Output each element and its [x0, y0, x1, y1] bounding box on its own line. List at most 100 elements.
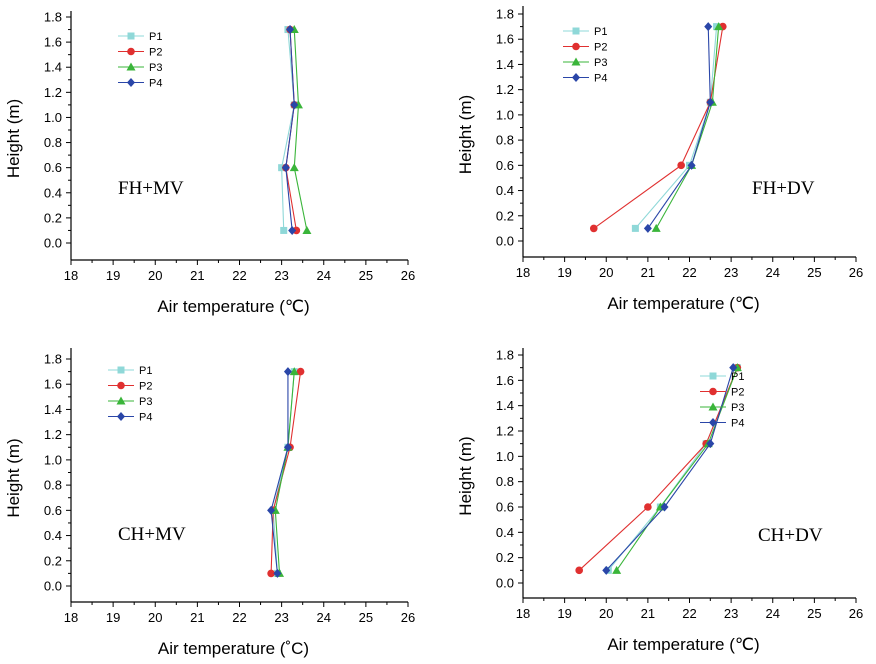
legend-label: P1 [149, 31, 162, 43]
data-point [704, 22, 713, 32]
series-line [593, 26, 724, 229]
y-tick-label: 0.6 [44, 503, 62, 518]
x-tick-label: 21 [190, 610, 204, 625]
chart-panel-2: 18 19 20 21 22 23 24 25 26 0.0 0.2 0.4 0.6 0.8 1.0 1.2 1… [456, 6, 863, 313]
y-tick-label: 0.0 [44, 236, 62, 251]
x-tick-label: 19 [106, 268, 120, 283]
legend-marker [117, 366, 125, 374]
data-point [677, 161, 685, 170]
x-tick-label: 26 [849, 265, 863, 280]
data-point [706, 439, 715, 449]
legend-marker [127, 47, 135, 56]
data-point [267, 505, 276, 515]
y-tick-label: 1.4 [496, 398, 514, 413]
y-tick-label: 0.4 [44, 528, 62, 543]
x-tick-label: 20 [599, 265, 613, 280]
x-tick-label: 18 [64, 610, 78, 625]
case-annotation: CH+MV [118, 524, 186, 545]
x-tick-label: 18 [516, 606, 530, 621]
series-line [647, 26, 711, 229]
series-line [293, 29, 308, 231]
legend-marker [572, 27, 580, 35]
legend-marker [709, 387, 717, 396]
series-P2 [575, 363, 742, 575]
legend-marker [572, 42, 580, 51]
y-tick-label: 1.2 [44, 85, 62, 100]
series-P3 [289, 25, 312, 234]
y-tick-label: 0.2 [44, 553, 62, 568]
x-tick-label: 23 [274, 268, 288, 283]
x-tick-label: 22 [232, 268, 246, 283]
y-tick-label: 1.0 [44, 110, 62, 125]
y-tick-label: 0.0 [44, 579, 62, 594]
x-axis-label: Air temperature (℃) [157, 297, 309, 316]
x-tick-label: 22 [232, 610, 246, 625]
case-annotation: CH+DV [758, 525, 823, 546]
legend-label: P1 [139, 365, 152, 377]
legend-label: P4 [731, 418, 744, 430]
x-tick-label: 23 [724, 606, 738, 621]
data-point [589, 224, 598, 233]
y-axis-label: Height (m) [456, 95, 475, 174]
legend-marker [116, 396, 126, 405]
legend-marker [126, 62, 136, 71]
x-tick-label: 26 [401, 610, 415, 625]
data-point [281, 163, 290, 173]
data-point [288, 225, 297, 235]
series-line [270, 371, 289, 574]
legend-marker [709, 372, 717, 380]
data-point [280, 226, 288, 234]
x-tick-label: 21 [190, 268, 204, 283]
legend-label: P2 [731, 387, 744, 399]
y-tick-label: 1.6 [44, 377, 62, 392]
y-axis-label: Height (m) [456, 436, 475, 515]
x-tick-label: 20 [599, 606, 613, 621]
series-line [607, 367, 738, 571]
y-tick-label: 0.0 [496, 576, 514, 591]
legend-label: P3 [731, 402, 744, 414]
legend-label: P4 [594, 73, 607, 85]
legend-marker [127, 78, 135, 87]
y-tick-label: 1.4 [44, 402, 62, 417]
chart-panel-1: 18 19 20 21 22 23 24 25 26 0.0 0.2 0.4 0.6 0.8 1.0 1.2 1… [4, 10, 415, 317]
data-point [575, 566, 583, 575]
data-point [273, 568, 282, 578]
data-point [283, 367, 292, 377]
y-tick-label: 1.8 [496, 348, 514, 363]
series-P4 [643, 22, 715, 233]
series-P1 [631, 23, 721, 232]
legend: P1 P2 P3 P4 [108, 365, 152, 424]
legend-label: P1 [731, 371, 744, 383]
y-tick-label: 0.4 [496, 525, 514, 540]
y-tick-label: 1.8 [44, 352, 62, 367]
legend-marker [572, 73, 580, 82]
x-tick-label: 23 [274, 610, 288, 625]
y-tick-label: 1.2 [44, 427, 62, 442]
series-P2 [267, 367, 305, 578]
series-line [274, 371, 295, 574]
y-tick-label: 0.2 [44, 210, 62, 225]
legend-label: P4 [139, 412, 152, 424]
series-line [655, 26, 720, 229]
x-tick-label: 25 [807, 606, 821, 621]
legend: P1 P2 P3 P4 [700, 371, 744, 430]
series-line [634, 26, 718, 229]
y-tick-label: 1.0 [496, 107, 514, 122]
x-axis-label: Air temperature (˚C) [158, 639, 309, 658]
y-tick-label: 0.0 [496, 234, 514, 249]
y-tick-label: 1.6 [496, 373, 514, 388]
y-axis-label: Height (m) [4, 99, 23, 178]
y-tick-label: 1.0 [44, 452, 62, 467]
y-tick-label: 1.4 [496, 57, 514, 72]
y-tick-label: 0.2 [496, 550, 514, 565]
y-tick-label: 1.6 [44, 35, 62, 50]
legend-label: P3 [594, 57, 607, 69]
data-point [602, 565, 611, 575]
series-P3 [651, 22, 724, 232]
data-point [283, 442, 292, 452]
x-tick-label: 26 [401, 268, 415, 283]
series-P2 [589, 22, 727, 233]
data-point [289, 163, 299, 172]
data-point [644, 503, 652, 511]
x-axis-label: Air temperature (℃) [607, 635, 759, 654]
